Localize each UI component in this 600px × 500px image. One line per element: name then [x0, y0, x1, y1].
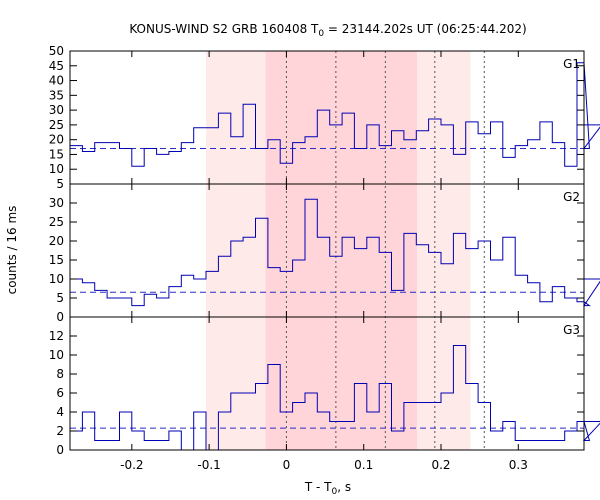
y-tick-label: 25: [49, 118, 64, 132]
x-tick-label: 0.3: [509, 458, 528, 472]
x-tick-label: 0.1: [354, 458, 373, 472]
y-tick-label: 30: [49, 196, 64, 210]
y-tick-label: 15: [49, 253, 64, 267]
y-tick-label: 5: [56, 177, 64, 191]
y-tick-label: 8: [56, 367, 64, 381]
y-tick-label: 5: [56, 291, 64, 305]
y-tick-label: 4: [56, 405, 64, 419]
y-tick-label: 30: [49, 103, 64, 117]
panel-label: G2: [563, 190, 580, 204]
panel-label: G1: [563, 57, 580, 71]
panel-frame: [69, 316, 585, 451]
panel-g3: 0 2 4 6 8 10 12 G3: [49, 316, 600, 457]
panel-label: G3: [563, 323, 580, 337]
y-tick-label: 12: [49, 329, 64, 343]
x-axis-title-tail: , s: [337, 480, 351, 494]
chart-title-tail: = 23144.202s UT (06:25:44.202): [324, 22, 527, 36]
count-rate-series: [70, 198, 600, 307]
x-tick-label: -0.2: [120, 458, 143, 472]
y-tick-label: 6: [56, 386, 64, 400]
y-tick-label: 40: [49, 74, 64, 88]
count-rate-series: [70, 345, 600, 451]
x-tick-label: 0: [283, 458, 291, 472]
x-axis-title: T - T0, s: [304, 480, 351, 497]
chart-title-main: KONUS-WIND S2 GRB 160408 T: [129, 22, 319, 36]
y-tick-label: 0: [56, 310, 64, 324]
y-tick-label: 10: [49, 348, 64, 362]
count-rate-series: [70, 62, 600, 167]
y-axis-title: counts / 16 ms: [5, 206, 19, 295]
y-tick-label: 2: [56, 424, 64, 438]
x-tick-label: -0.1: [197, 458, 220, 472]
y-tick-label: 15: [49, 147, 64, 161]
y-tick-label: 20: [49, 133, 64, 147]
chart-title: KONUS-WIND S2 GRB 160408 T0 = 23144.202s…: [129, 22, 526, 39]
y-tick-label: 50: [49, 44, 64, 58]
y-tick-label: 10: [49, 272, 64, 286]
chart-title-sub: 0: [318, 29, 324, 39]
x-axis-title-sub: 0: [332, 487, 338, 497]
x-tick-label: 0.2: [431, 458, 450, 472]
shaded-interval-dark: [265, 51, 418, 450]
y-tick-label: 45: [49, 59, 64, 73]
y-tick-label: 25: [49, 215, 64, 229]
x-axis-title-main: T - T: [304, 480, 332, 494]
panel-g2: 0 5 10 15 20 25 30 G2: [49, 183, 600, 324]
y-tick-label: 20: [49, 234, 64, 248]
y-tick-label: 0: [56, 443, 64, 457]
y-tick-label: 10: [49, 162, 64, 176]
y-tick-label: 35: [49, 88, 64, 102]
